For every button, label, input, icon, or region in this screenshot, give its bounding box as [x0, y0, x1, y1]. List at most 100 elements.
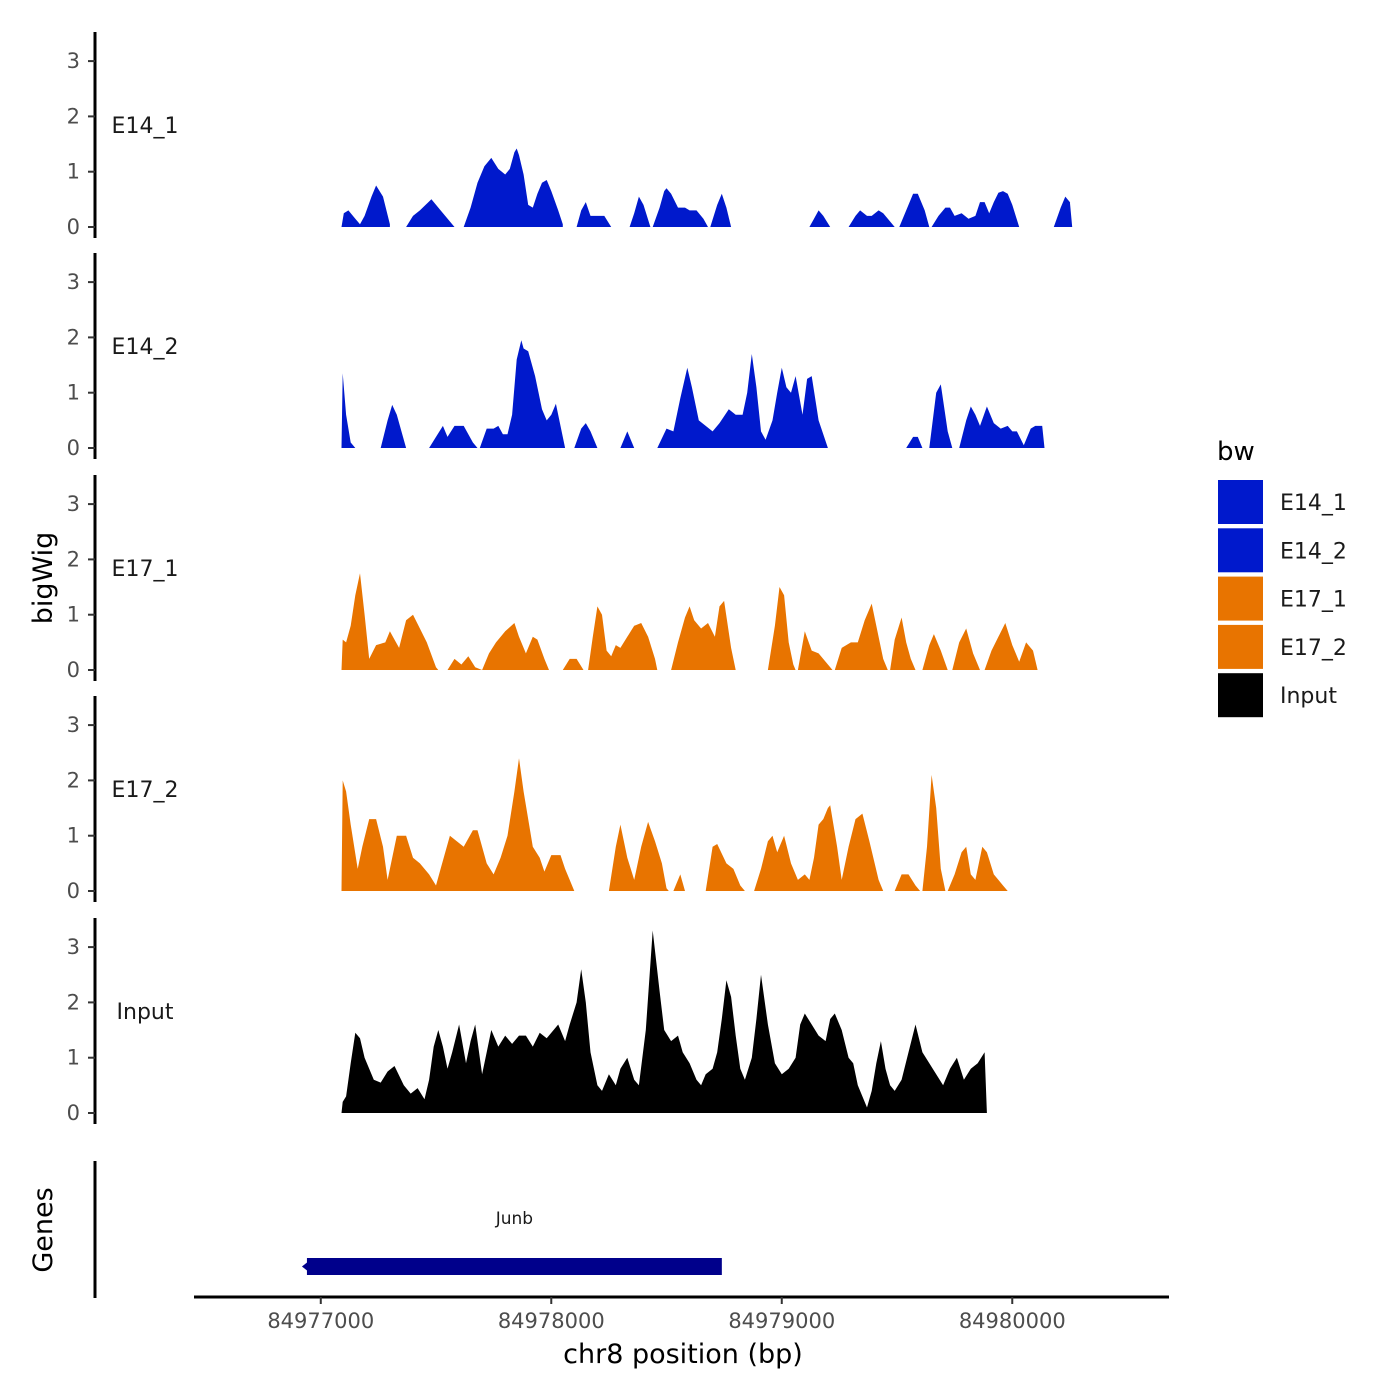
y-tick-label: 0 — [67, 1101, 80, 1125]
coverage-area-E14_1 — [463, 148, 563, 227]
legend-label: E17_2 — [1280, 636, 1347, 661]
legend-title: bw — [1217, 437, 1255, 467]
coverage-area-E14_1 — [899, 193, 930, 227]
legend-swatch-E14_1 — [1218, 480, 1263, 524]
track-label: E14_2 — [112, 335, 179, 360]
genes-panel: Junb — [93, 1161, 722, 1298]
coverage-area-E17_2 — [947, 846, 1008, 891]
coverage-area-E14_2 — [341, 373, 356, 448]
y-tick-label: 1 — [67, 160, 80, 184]
coverage-tracks: 0 1 2 3 E14_1 0 1 2 3 E14_2 0 1 2 3 E17_1 0 1 2 3 E17_2 0 1 2 3… — [67, 32, 1073, 1125]
coverage-area-E14_2 — [380, 404, 407, 448]
y-tick-label: 0 — [67, 436, 80, 460]
coverage-area-E17_2 — [608, 821, 669, 891]
legend-label: Input — [1280, 684, 1337, 709]
gene-label: Junb — [495, 1209, 533, 1229]
coverage-area-E14_1 — [406, 199, 455, 227]
x-tick-label: 84978000 — [498, 1309, 605, 1333]
track-label: Input — [117, 1000, 174, 1025]
coverage-area-E17_1 — [482, 623, 549, 670]
coverage-area-E14_1 — [629, 196, 651, 227]
coverage-area-E14_2 — [429, 425, 478, 448]
y-tick-label: 2 — [67, 547, 80, 571]
coverage-area-E17_2 — [705, 844, 745, 891]
x-tick-label: 84980000 — [959, 1309, 1066, 1333]
y-axis-title: bigWig — [28, 532, 59, 625]
track-label: E17_2 — [112, 778, 179, 803]
legend-swatch-E14_2 — [1218, 528, 1263, 573]
coverage-area-E14_2 — [574, 423, 598, 448]
coverage-area-E14_1 — [809, 210, 831, 227]
coverage-area-E17_1 — [671, 600, 736, 670]
track-Input: 0 1 2 3 Input — [67, 918, 987, 1125]
coverage-area-E17_2 — [341, 758, 575, 891]
y-tick-label: 0 — [67, 879, 80, 903]
legend-label: E17_1 — [1280, 588, 1347, 613]
coverage-area-E14_1 — [848, 210, 895, 227]
coverage-area-E14_1 — [931, 191, 1020, 227]
coverage-area-E14_2 — [620, 431, 635, 448]
y-tick-label: 2 — [67, 990, 80, 1014]
track-E17_1: 0 1 2 3 E17_1 — [67, 475, 1038, 682]
coverage-area-E17_1 — [588, 606, 658, 670]
y-tick-label: 3 — [67, 492, 80, 516]
y-tick-label: 0 — [67, 658, 80, 682]
coverage-area-E14_1 — [576, 202, 612, 227]
legend-swatch-E17_2 — [1218, 624, 1263, 669]
y-tick-label: 1 — [67, 381, 80, 405]
coverage-area-E14_2 — [479, 340, 566, 448]
coverage-area-E14_1 — [1053, 196, 1073, 227]
genes-axis-title: Genes — [28, 1187, 59, 1272]
y-tick-label: 3 — [67, 49, 80, 73]
coverage-area-E17_1 — [447, 656, 483, 670]
coverage-area-E17_1 — [834, 603, 888, 670]
y-tick-label: 2 — [67, 768, 80, 792]
coverage-area-E14_2 — [959, 406, 1045, 448]
coverage-area-E17_2 — [894, 874, 921, 891]
y-tick-label: 1 — [67, 824, 80, 848]
coverage-area-E14_1 — [652, 188, 708, 227]
coverage-area-E14_1 — [341, 185, 390, 227]
legend-label: E14_2 — [1280, 539, 1347, 564]
track-E14_1: 0 1 2 3 E14_1 — [67, 32, 1073, 239]
coverage-area-E17_2 — [673, 874, 685, 891]
legend-label: E14_1 — [1280, 491, 1347, 516]
x-axis-title: chr8 position (bp) — [563, 1339, 803, 1370]
y-tick-label: 3 — [67, 270, 80, 294]
coverage-area-E17_2 — [754, 805, 884, 891]
coverage-area-E17_1 — [952, 628, 980, 670]
coverage-area-E14_1 — [710, 193, 732, 227]
coverage-area-E14_2 — [657, 354, 828, 448]
x-axis: 84977000 84978000 84979000 84980000 — [194, 1295, 1169, 1333]
track-E17_2: 0 1 2 3 E17_2 — [67, 696, 1008, 903]
y-tick-label: 2 — [67, 104, 80, 128]
y-tick-label: 1 — [67, 1046, 80, 1070]
y-tick-label: 0 — [67, 215, 80, 239]
coverage-area-E17_1 — [922, 634, 948, 670]
coverage-area-E14_2 — [929, 384, 953, 448]
gene-strand-marker — [301, 1261, 309, 1272]
track-label: E17_1 — [112, 557, 179, 582]
coverage-area-E17_1 — [767, 587, 796, 670]
coverage-area-E17_2 — [922, 774, 946, 891]
gene-body-Junb — [306, 1258, 722, 1275]
coverage-area-E17_1 — [797, 631, 833, 670]
x-tick-label: 84977000 — [267, 1309, 374, 1333]
legend-swatch-E17_1 — [1218, 576, 1263, 621]
x-tick-label: 84979000 — [728, 1309, 835, 1333]
coverage-area-Input — [341, 930, 987, 1113]
coverage-area-E17_1 — [984, 623, 1038, 670]
legend-swatch-Input — [1218, 673, 1263, 718]
coverage-area-E17_1 — [562, 658, 584, 670]
coverage-area-E14_2 — [906, 436, 923, 448]
track-label: E14_1 — [112, 114, 179, 139]
y-tick-label: 2 — [67, 325, 80, 349]
coverage-area-E17_1 — [341, 573, 439, 670]
legend: bw E14_1 E14_2 E17_1 E17_2 Input — [1217, 437, 1347, 718]
y-tick-label: 3 — [67, 935, 80, 959]
track-E14_2: 0 1 2 3 E14_2 — [67, 253, 1045, 460]
y-tick-label: 1 — [67, 603, 80, 627]
coverage-area-E17_1 — [890, 617, 916, 670]
